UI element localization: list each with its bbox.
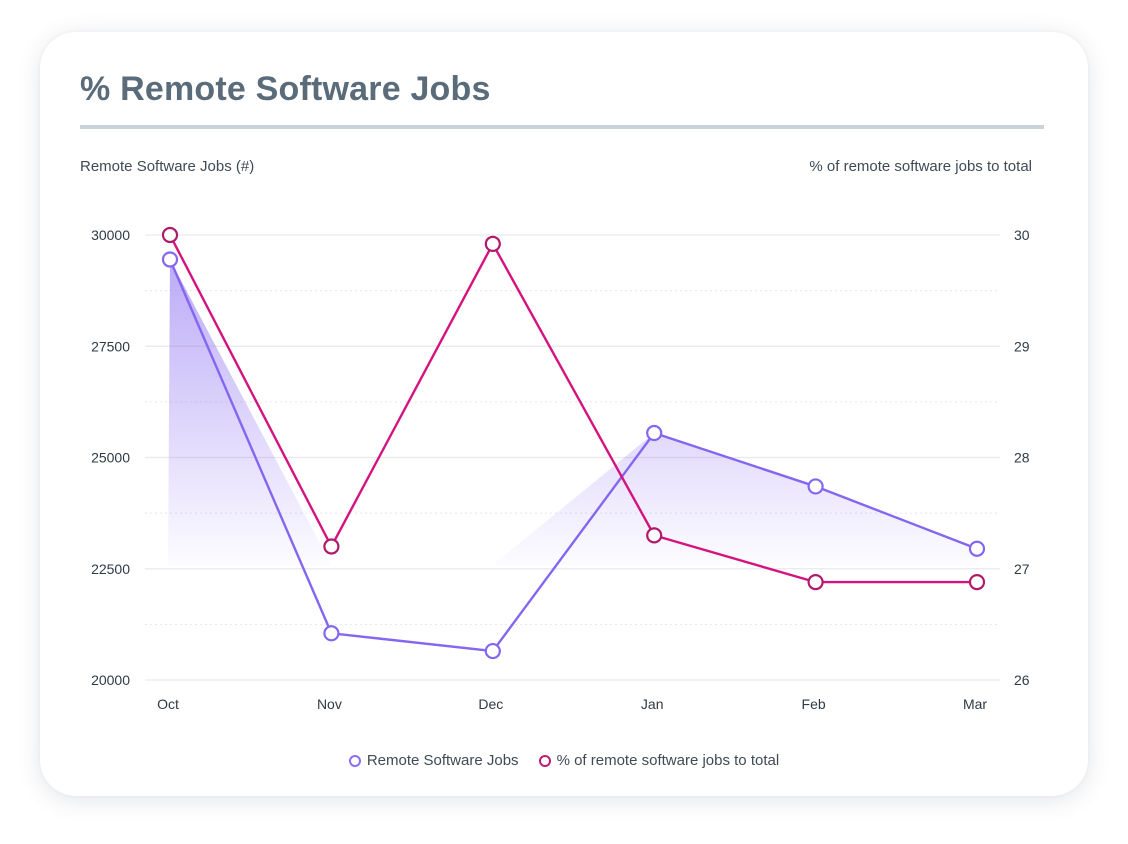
pct-line [168, 234, 977, 584]
jobs-point[interactable] [323, 625, 340, 642]
pct-point[interactable] [646, 527, 663, 544]
jobs-point[interactable] [161, 251, 179, 268]
x-tick-label: Jan [641, 696, 664, 712]
y-left-tick-label: 30000 [91, 227, 130, 243]
jobs-point[interactable] [807, 478, 824, 495]
pct-point[interactable] [161, 226, 179, 244]
area-fill [168, 259, 977, 565]
pct-point[interactable] [807, 573, 824, 591]
x-tick-label: Dec [478, 696, 503, 712]
y-left-tick-label: 27500 [91, 338, 130, 354]
legend-marker-pct [538, 754, 551, 767]
y-left-tick-label: 25000 [91, 450, 130, 466]
x-tick-label: Nov [317, 696, 342, 712]
y-left-tick-label: 20000 [91, 672, 130, 688]
y-left-tick-label: 22500 [91, 561, 130, 577]
y-right-tick-label: 29 [1014, 338, 1030, 354]
left-axis-title: Remote Software Jobs (#) [80, 158, 255, 175]
legend-item-jobs[interactable]: Remote Software Jobs [348, 752, 519, 769]
legend: Remote Software Jobs % of remote softwar… [0, 752, 1128, 769]
tick-labels: 30000 27500 25000 22500 20000 30 29 28 27 26 Oct No… [91, 227, 1030, 712]
jobs-point[interactable] [968, 540, 986, 557]
legend-label-pct: % of remote software jobs to total [556, 752, 780, 769]
x-tick-label: Mar [963, 696, 987, 712]
pct-point[interactable] [968, 573, 986, 591]
y-right-tick-label: 27 [1014, 561, 1030, 577]
jobs-point[interactable] [646, 424, 663, 442]
pct-point[interactable] [323, 538, 340, 555]
jobs-area [168, 259, 977, 565]
pct-point[interactable] [484, 235, 501, 252]
jobs-line [168, 258, 978, 653]
legend-marker-jobs [348, 754, 361, 767]
jobs-point[interactable] [484, 642, 501, 660]
chart-title: % Remote Software Jobs [80, 70, 491, 108]
gridlines [145, 234, 1000, 681]
series-lines [168, 234, 978, 653]
x-tick-label: Feb [802, 696, 826, 712]
legend-item-pct[interactable]: % of remote software jobs to total [538, 752, 780, 769]
title-divider [80, 125, 1044, 129]
legend-label-jobs: Remote Software Jobs [366, 752, 519, 769]
y-right-tick-label: 28 [1014, 450, 1030, 466]
x-tick-label: Oct [157, 696, 179, 712]
y-right-tick-label: 30 [1014, 227, 1030, 243]
series-points [161, 226, 986, 660]
right-axis-title: % of remote software jobs to total [809, 158, 1032, 175]
y-right-tick-label: 26 [1014, 672, 1030, 688]
